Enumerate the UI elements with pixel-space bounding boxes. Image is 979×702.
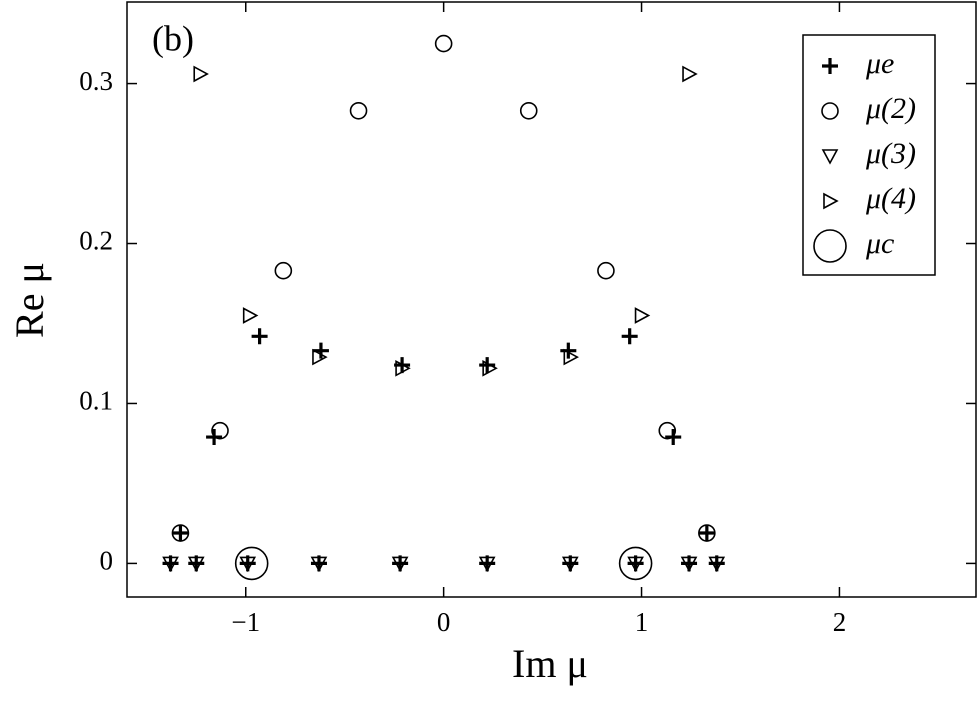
legend-label: μc: [865, 227, 894, 260]
triangle-right-marker: [193, 65, 209, 83]
legend-label: μ(3): [865, 137, 916, 170]
plus-marker: [251, 328, 268, 345]
triangle-right-marker: [634, 307, 651, 324]
large-circle-marker: [234, 546, 269, 581]
triangle-down-marker: [162, 556, 179, 573]
circle-marker: [274, 261, 293, 280]
circle-marker: [698, 524, 716, 542]
legend-marker: [821, 102, 839, 120]
circle-marker: [658, 421, 677, 440]
plus-marker: [172, 525, 189, 542]
triangle-right-marker: [242, 307, 259, 324]
plus-marker: [698, 525, 715, 542]
plus-marker: [479, 357, 496, 374]
triangle-down-marker: [627, 556, 644, 573]
x-tick-label: 0: [437, 607, 451, 637]
circle-marker: [171, 524, 190, 542]
legend-marker: [813, 229, 847, 263]
legend-marker: [821, 149, 839, 165]
plus-marker: [621, 328, 638, 345]
triangle-right-marker: [312, 348, 328, 366]
legend-label: μ(2): [865, 92, 916, 125]
triangle-right-marker: [395, 359, 411, 377]
triangle-right-marker: [682, 65, 698, 83]
panel-label: (b): [152, 18, 194, 58]
circle-marker: [597, 261, 615, 280]
legend-marker: [822, 58, 838, 74]
large-circle-marker: [618, 546, 653, 581]
legend-label: μ(4): [865, 182, 916, 215]
circle-marker: [434, 34, 453, 53]
circle-marker: [519, 101, 538, 120]
x-tick-label: 2: [833, 607, 847, 637]
x-tick-label: −1: [231, 607, 260, 637]
plus-marker: [560, 342, 577, 359]
y-tick-label: 0.1: [79, 386, 113, 416]
plot-frame: [126, 1, 977, 598]
legend-marker: [823, 192, 839, 210]
triangle-right-marker: [482, 359, 498, 377]
triangle-down-marker: [310, 556, 328, 573]
triangle-down-marker: [708, 556, 726, 573]
triangle-right-marker: [563, 348, 579, 366]
triangle-down-marker: [391, 556, 409, 573]
circle-marker: [211, 421, 229, 440]
circle-marker: [349, 101, 368, 120]
y-axis-label: Re μ: [7, 262, 52, 338]
triangle-down-marker: [561, 556, 579, 573]
triangle-down-marker: [239, 556, 257, 573]
y-tick-label: 0.3: [79, 66, 113, 96]
triangle-down-marker: [187, 556, 205, 573]
x-axis-label: Im μ: [512, 641, 588, 686]
triangle-down-marker: [680, 556, 698, 573]
triangle-down-marker: [478, 556, 496, 573]
y-tick-label: 0: [100, 546, 114, 576]
legend-label: μe: [865, 47, 894, 80]
x-tick-label: 1: [635, 607, 649, 637]
y-tick-label: 0.2: [79, 226, 113, 256]
